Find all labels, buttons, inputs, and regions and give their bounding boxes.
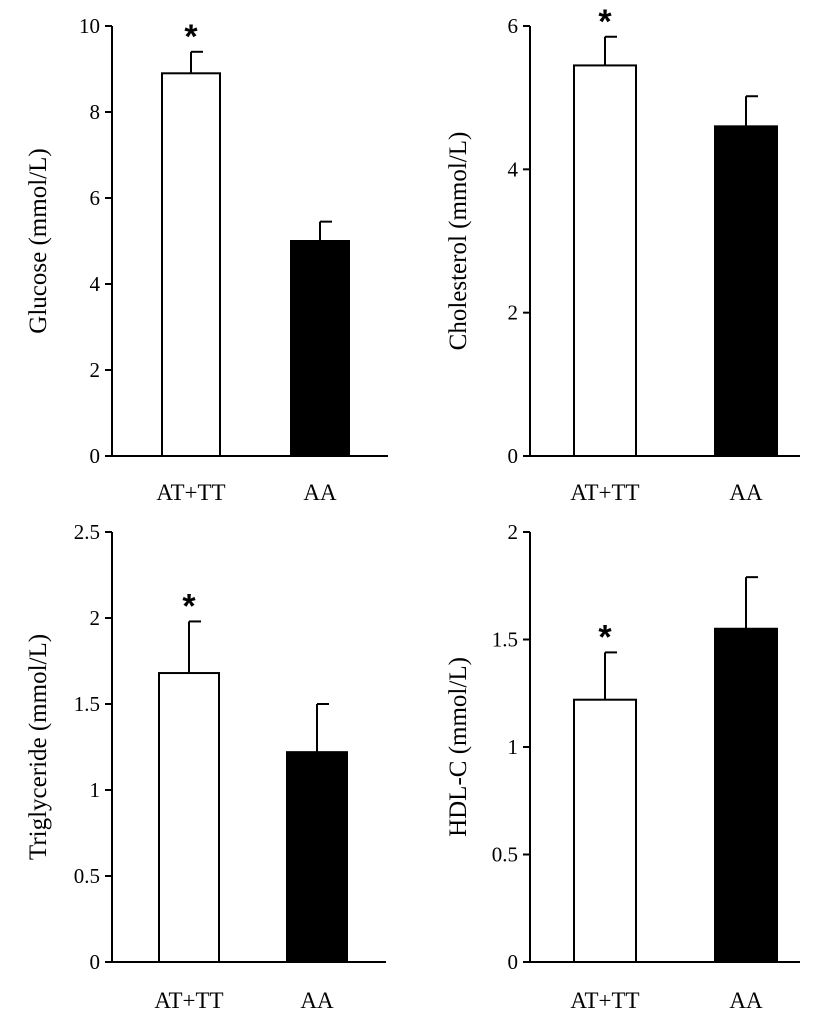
y-tick-label: 1.5 <box>492 628 518 652</box>
significance-asterisk: * <box>598 3 612 41</box>
y-tick-label: 10 <box>79 14 100 38</box>
y-tick-label: 0.5 <box>492 843 518 867</box>
y-tick-label: 2 <box>90 606 101 630</box>
bar-aa <box>714 125 778 457</box>
x-category-label: AT+TT <box>156 480 225 505</box>
triglyceride-panel: 0 0.5 1 1.5 2 2.5 Triglyceride (mmol/L) * AT+TT A… <box>25 520 386 1013</box>
x-category-label: AT+TT <box>154 988 223 1013</box>
y-tick-label: 6 <box>508 14 519 38</box>
y-axis-title: Triglyceride (mmol/L) <box>25 634 52 860</box>
y-tick-label: 2 <box>508 301 519 325</box>
bar-aa <box>714 627 778 963</box>
y-tick-label: 0.5 <box>74 864 100 888</box>
y-axis-title: HDL-C (mmol/L) <box>445 657 472 837</box>
y-tick-label: 1 <box>508 735 519 759</box>
significance-asterisk: * <box>598 618 612 656</box>
x-category-label: AA <box>729 988 763 1013</box>
y-tick-label: 1 <box>90 778 101 802</box>
y-axis-title: Cholesterol (mmol/L) <box>445 132 472 351</box>
y-axis-title: Glucose (mmol/L) <box>25 148 52 333</box>
bar-at-tt <box>161 72 221 458</box>
y-tick-label: 0 <box>508 950 519 974</box>
x-category-label: AT+TT <box>570 988 639 1013</box>
hdl-c-panel: 0 0.5 1 1.5 2 HDL-C (mmol/L) * AT+TT AA <box>445 520 800 1013</box>
x-category-label: AA <box>729 480 763 505</box>
y-tick-label: 1.5 <box>74 692 100 716</box>
x-category-label: AT+TT <box>570 480 639 505</box>
y-tick-label: 4 <box>508 157 519 181</box>
y-tick-label: 0 <box>90 950 101 974</box>
y-tick-label: 6 <box>90 186 101 210</box>
y-tick-label: 2 <box>90 358 101 382</box>
glucose-panel: 0 2 4 6 8 10 Glucose (mmol/L) * AT+TT AA <box>25 14 388 505</box>
x-category-label: AA <box>300 988 334 1013</box>
cholesterol-panel: 0 2 4 6 Cholesterol (mmol/L) * AT+TT AA <box>445 3 800 505</box>
significance-asterisk: * <box>182 587 196 625</box>
y-tick-label: 0 <box>508 444 519 468</box>
y-tick-label: 8 <box>90 100 101 124</box>
y-tick-label: 2.5 <box>74 520 100 544</box>
bar-at-tt <box>573 698 637 963</box>
y-tick-label: 4 <box>90 272 101 296</box>
y-tick-label: 0 <box>90 444 101 468</box>
bar-aa <box>290 240 350 457</box>
bar-at-tt <box>573 64 637 458</box>
significance-asterisk: * <box>184 18 198 56</box>
y-tick-label: 2 <box>508 520 519 544</box>
bar-at-tt <box>158 672 220 963</box>
bar-aa <box>286 751 348 963</box>
x-category-label: AA <box>303 480 337 505</box>
